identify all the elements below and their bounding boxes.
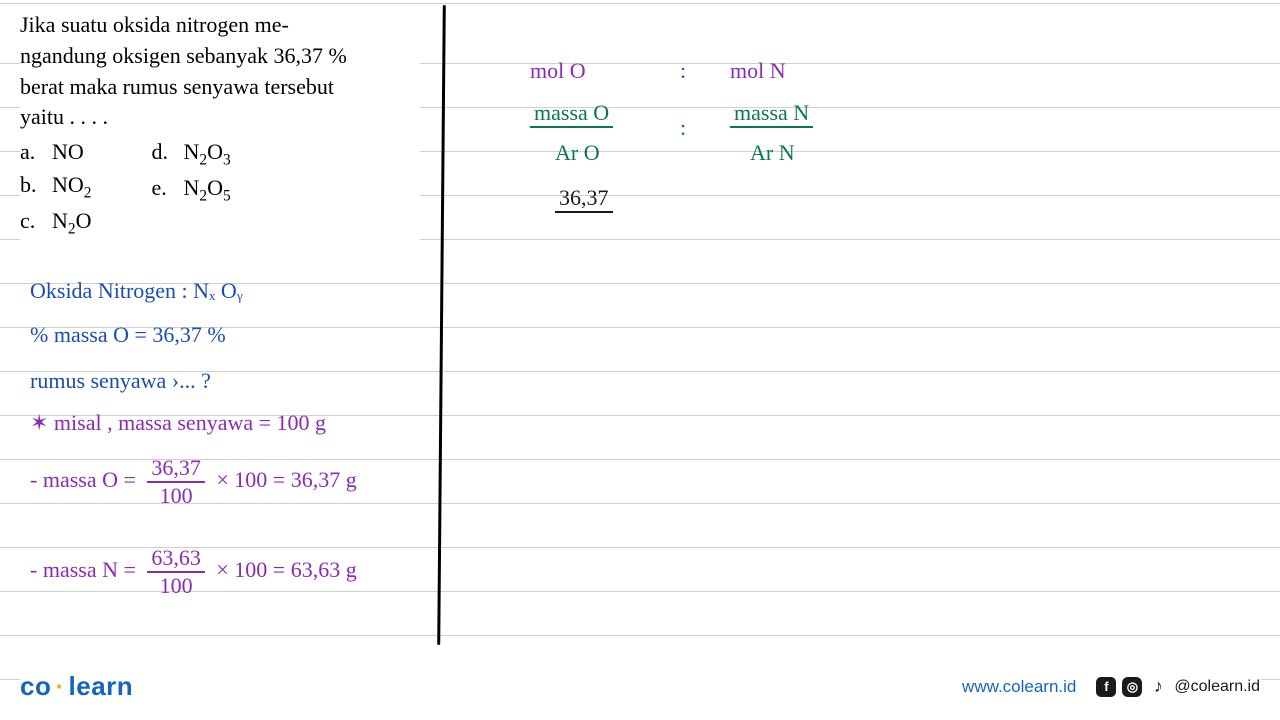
logo-co: co xyxy=(20,671,51,701)
option-formula: NO2 xyxy=(52,170,91,204)
question-text: Jika suatu oksida nitrogen me- ngandung … xyxy=(20,10,420,133)
hw-misal: ✶ misal , massa senyawa = 100 g xyxy=(30,410,326,436)
question-block: Jika suatu oksida nitrogen me- ngandung … xyxy=(20,10,420,240)
hw-rumus: rumus senyawa ›... ? xyxy=(30,368,211,394)
hw-massa-o-calc: - massa O = 36,37 100 × 100 = 36,37 g xyxy=(30,455,357,509)
logo: co·learn xyxy=(20,671,133,702)
hw-colon-1: : xyxy=(680,58,686,84)
hw-massa-n: massa N xyxy=(730,100,813,128)
logo-dot: · xyxy=(51,671,68,701)
hw-colon-2: : xyxy=(680,115,686,141)
option-a: a. NO xyxy=(20,137,91,168)
option-formula: N2O5 xyxy=(183,173,230,207)
option-b: b. NO2 xyxy=(20,170,91,204)
hw-massa-n-calc: - massa N = 63,63 100 × 100 = 63,63 g xyxy=(30,545,357,599)
hw-mol-n: mol N xyxy=(730,58,786,84)
hw-3637: 36,37 xyxy=(555,185,613,213)
option-formula: NO xyxy=(52,137,84,168)
options: a. NO b. NO2 c. N2O d. N2O3 e. xyxy=(20,137,420,240)
option-e: e. N2O5 xyxy=(151,173,230,207)
options-col-2: d. N2O3 e. N2O5 xyxy=(151,137,230,240)
social-icons: f ◎ ♪ @colearn.id xyxy=(1096,677,1260,697)
footer-right: www.colearn.id f ◎ ♪ @colearn.id xyxy=(962,677,1260,697)
facebook-icon: f xyxy=(1096,677,1116,697)
hw-mol-o: mol O xyxy=(530,58,586,84)
hw-oksida: Oksida Nitrogen : Nₓ Oᵧ xyxy=(30,278,243,304)
tiktok-icon: ♪ xyxy=(1148,677,1168,697)
options-col-1: a. NO b. NO2 c. N2O xyxy=(20,137,91,240)
footer-url: www.colearn.id xyxy=(962,677,1076,697)
footer: co·learn www.colearn.id f ◎ ♪ @colearn.i… xyxy=(20,663,1260,702)
option-d: d. N2O3 xyxy=(151,137,230,171)
instagram-icon: ◎ xyxy=(1122,677,1142,697)
hw-massa-pct: % massa O = 36,37 % xyxy=(30,322,226,348)
hw-massa-o: massa O xyxy=(530,100,613,128)
logo-learn: learn xyxy=(69,671,134,701)
option-formula: N2O3 xyxy=(183,137,230,171)
option-formula: N2O xyxy=(52,206,91,240)
hw-ar-o: Ar O xyxy=(555,140,600,166)
social-handle: @colearn.id xyxy=(1174,678,1260,696)
hw-ar-n: Ar N xyxy=(750,140,795,166)
option-c: c. N2O xyxy=(20,206,91,240)
